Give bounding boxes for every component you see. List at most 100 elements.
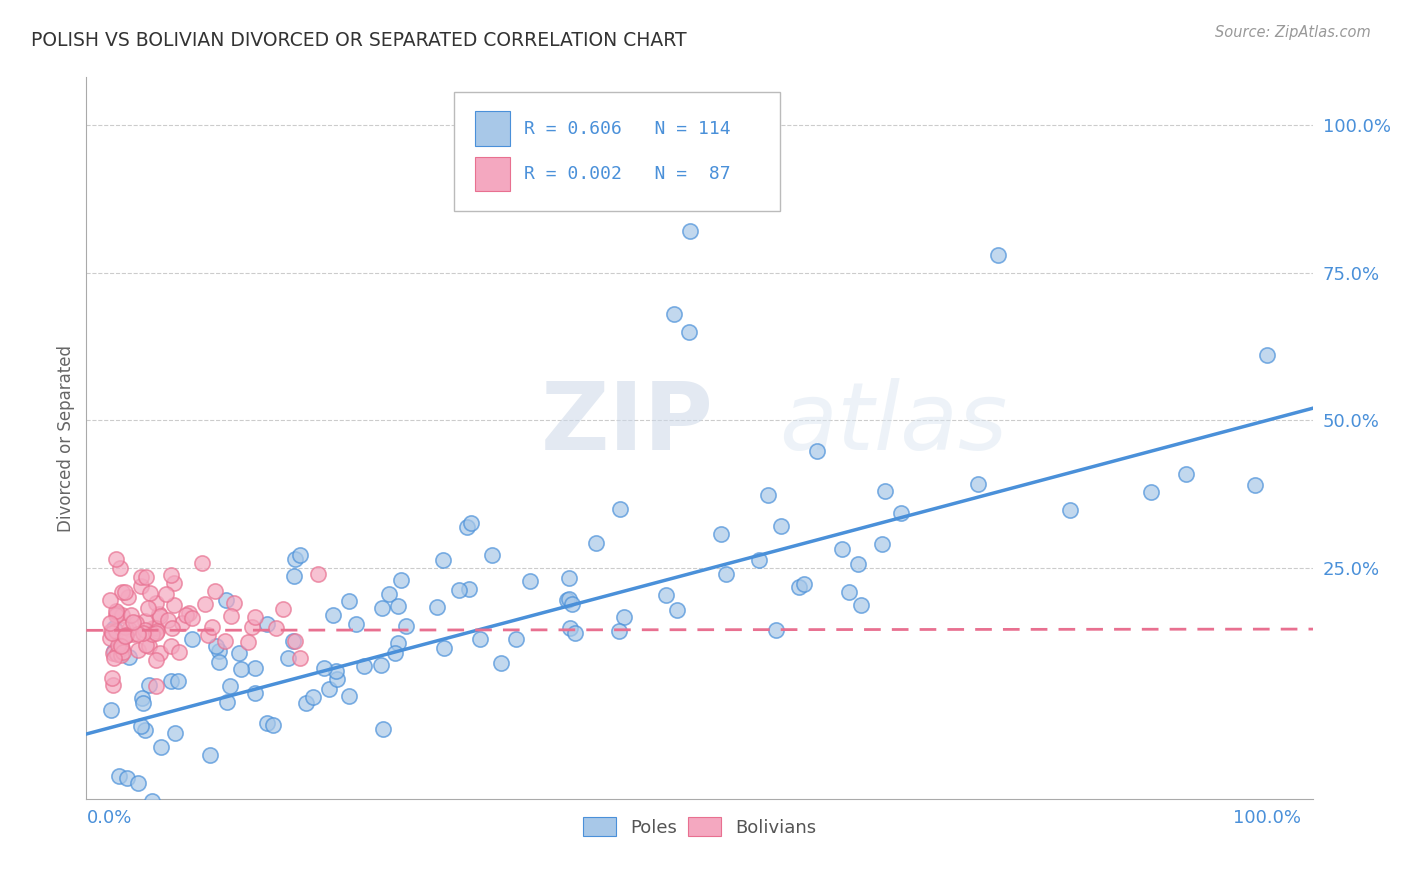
Point bbox=[787, 580, 810, 594]
Point bbox=[121, 615, 143, 629]
Point bbox=[145, 624, 167, 639]
Point bbox=[1244, 477, 1267, 491]
Point bbox=[432, 552, 454, 566]
Point bbox=[456, 520, 478, 534]
Text: ZIP: ZIP bbox=[540, 377, 713, 470]
Point bbox=[112, 645, 135, 659]
Point bbox=[114, 629, 136, 643]
Point bbox=[262, 717, 284, 731]
Point bbox=[256, 715, 278, 730]
Point bbox=[204, 584, 226, 599]
Point bbox=[219, 608, 242, 623]
Text: atlas: atlas bbox=[779, 378, 1008, 469]
Point bbox=[107, 638, 129, 652]
Point bbox=[264, 621, 287, 635]
Point bbox=[160, 674, 183, 689]
Point bbox=[111, 585, 134, 599]
Point bbox=[111, 607, 134, 622]
Point bbox=[141, 626, 163, 640]
Point bbox=[167, 645, 190, 659]
Point bbox=[243, 661, 266, 675]
Point bbox=[111, 640, 134, 655]
Point bbox=[208, 644, 231, 658]
Point bbox=[277, 650, 299, 665]
Point bbox=[692, 118, 714, 132]
Point bbox=[585, 536, 607, 550]
Point bbox=[325, 672, 347, 686]
Point bbox=[198, 748, 221, 763]
Point bbox=[288, 650, 311, 665]
Point bbox=[101, 671, 124, 685]
Point bbox=[558, 592, 581, 607]
Point bbox=[447, 582, 470, 597]
Point bbox=[337, 690, 360, 704]
Point bbox=[104, 624, 127, 638]
Point bbox=[149, 609, 172, 624]
Point bbox=[426, 600, 449, 615]
Point bbox=[142, 621, 165, 635]
Point bbox=[127, 642, 149, 657]
Point bbox=[138, 600, 160, 615]
Point bbox=[100, 703, 122, 717]
Point bbox=[301, 690, 323, 704]
Point bbox=[145, 621, 167, 635]
Point bbox=[344, 617, 367, 632]
Point bbox=[100, 631, 122, 645]
Point bbox=[160, 640, 183, 654]
Point bbox=[105, 647, 128, 661]
Point bbox=[748, 553, 770, 567]
Point bbox=[489, 656, 512, 670]
Point bbox=[612, 610, 634, 624]
Point bbox=[987, 248, 1010, 262]
Point bbox=[384, 646, 406, 660]
Point bbox=[134, 614, 156, 628]
Point bbox=[654, 588, 676, 602]
Point bbox=[870, 537, 893, 551]
Point bbox=[104, 604, 127, 618]
Point bbox=[470, 632, 492, 646]
Point bbox=[243, 686, 266, 700]
Point bbox=[679, 224, 702, 238]
Point bbox=[389, 573, 412, 587]
Point bbox=[163, 599, 186, 613]
Point bbox=[769, 519, 792, 533]
Point bbox=[370, 657, 392, 672]
Text: POLISH VS BOLIVIAN DIVORCED OR SEPARATED CORRELATION CHART: POLISH VS BOLIVIAN DIVORCED OR SEPARATED… bbox=[31, 31, 686, 50]
Point bbox=[607, 624, 630, 638]
Point bbox=[120, 608, 142, 623]
Point bbox=[197, 628, 219, 642]
Point bbox=[135, 570, 157, 584]
Point bbox=[387, 636, 409, 650]
Point bbox=[387, 599, 409, 614]
Point bbox=[180, 632, 202, 646]
Point bbox=[240, 620, 263, 634]
Point bbox=[564, 626, 586, 640]
Y-axis label: Divorced or Separated: Divorced or Separated bbox=[58, 344, 75, 532]
Point bbox=[101, 646, 124, 660]
Point bbox=[104, 552, 127, 566]
Point bbox=[756, 488, 779, 502]
Point bbox=[114, 585, 136, 599]
Point bbox=[243, 609, 266, 624]
FancyBboxPatch shape bbox=[454, 92, 779, 211]
Point bbox=[131, 691, 153, 706]
Point bbox=[558, 571, 581, 585]
Point bbox=[160, 621, 183, 635]
Point bbox=[1174, 467, 1197, 482]
Point bbox=[132, 696, 155, 710]
Point bbox=[114, 629, 136, 643]
Point bbox=[288, 548, 311, 562]
Point bbox=[519, 574, 541, 589]
Point bbox=[229, 662, 252, 676]
Point bbox=[666, 603, 689, 617]
Point bbox=[149, 647, 172, 661]
Point bbox=[191, 556, 214, 570]
Point bbox=[394, 618, 416, 632]
Point bbox=[849, 599, 872, 613]
Point bbox=[117, 591, 139, 605]
Point bbox=[103, 650, 125, 665]
Point bbox=[165, 725, 187, 739]
Point bbox=[838, 584, 860, 599]
Point bbox=[163, 576, 186, 591]
Point bbox=[122, 627, 145, 641]
